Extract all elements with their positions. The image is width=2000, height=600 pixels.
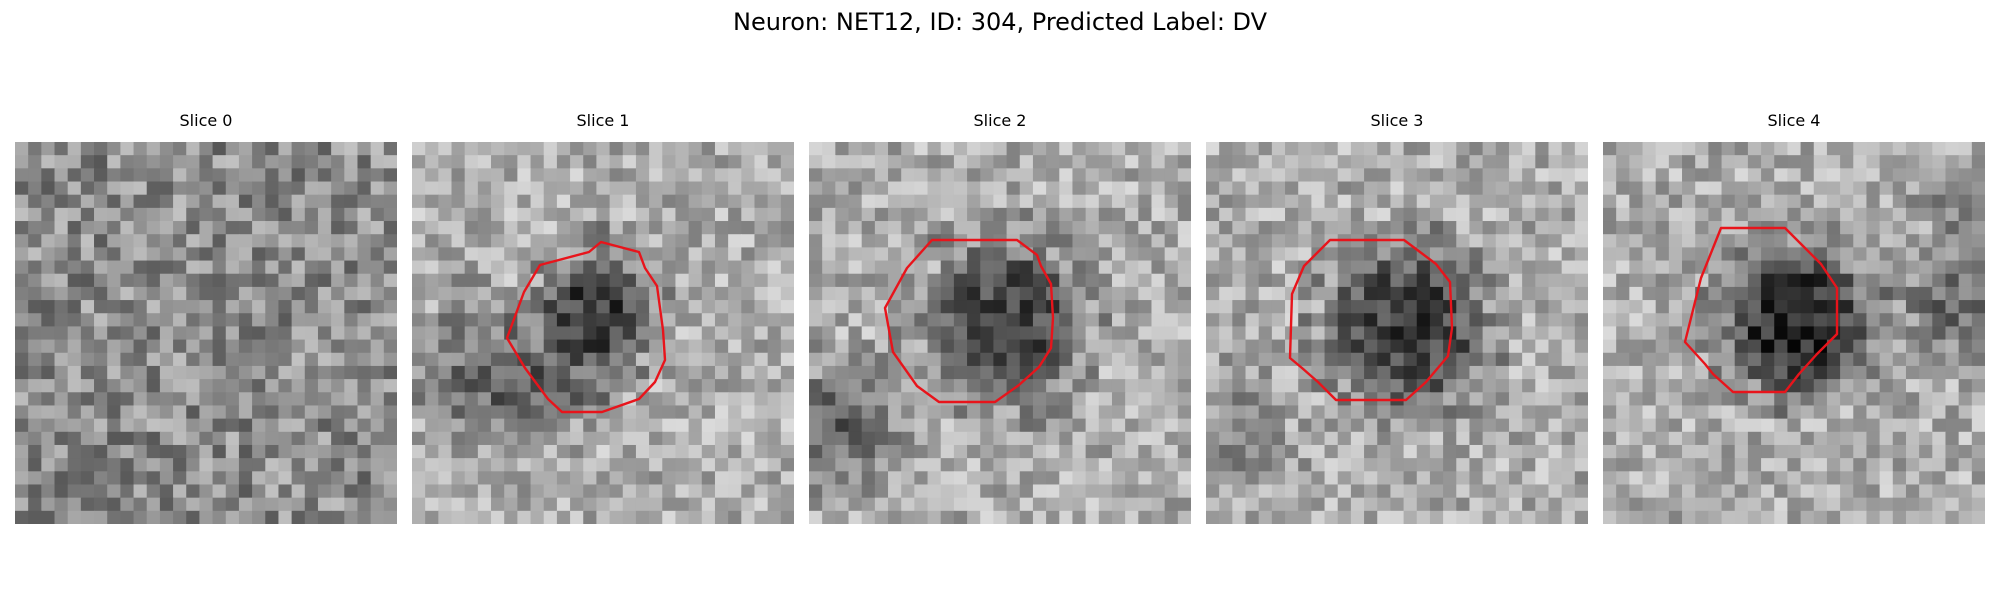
pixel-grid bbox=[15, 142, 397, 524]
slice-panel-3: Slice 3 bbox=[1206, 111, 1588, 524]
slice-image-3 bbox=[1206, 142, 1588, 524]
slice-panel-2: Slice 2 bbox=[809, 111, 1191, 524]
slice-panel-1: Slice 1 bbox=[412, 111, 794, 524]
pixel-grid bbox=[1206, 142, 1588, 524]
pixel-grid bbox=[809, 142, 1191, 524]
slice-title: Slice 3 bbox=[1370, 111, 1424, 130]
pixel-grid bbox=[412, 142, 794, 524]
figure-title: Neuron: NET12, ID: 304, Predicted Label:… bbox=[732, 8, 1268, 36]
slice-panel-4: Slice 4 bbox=[1603, 111, 1985, 524]
slice-title: Slice 2 bbox=[973, 111, 1027, 130]
roi-contour bbox=[883, 238, 1055, 404]
roi-contour bbox=[1288, 238, 1454, 402]
slice-panel-0: Slice 0 bbox=[15, 111, 397, 524]
roi-contour bbox=[1683, 226, 1839, 394]
slice-title: Slice 1 bbox=[576, 111, 630, 130]
slice-image-2 bbox=[809, 142, 1191, 524]
slice-image-4 bbox=[1603, 142, 1985, 524]
slice-title: Slice 4 bbox=[1767, 111, 1821, 130]
slice-title: Slice 0 bbox=[179, 111, 233, 130]
slice-image-0 bbox=[15, 142, 397, 524]
roi-contour bbox=[505, 240, 667, 414]
pixel-grid bbox=[1603, 142, 1985, 524]
slice-image-1 bbox=[412, 142, 794, 524]
